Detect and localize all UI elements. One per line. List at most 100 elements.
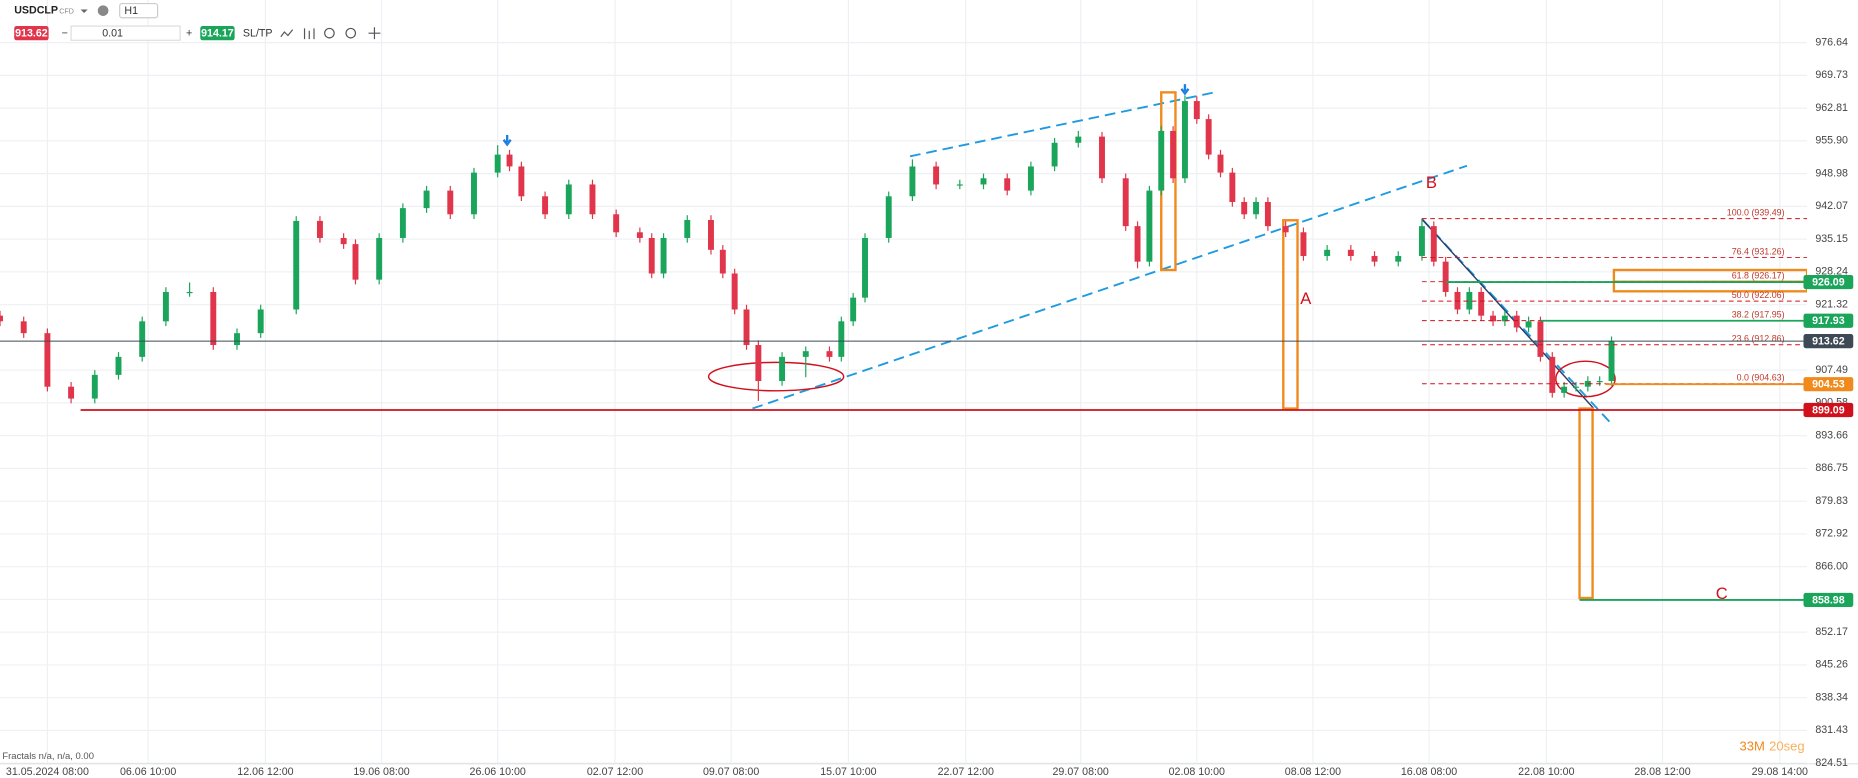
fib-label: 50.0 (922.06) <box>1732 290 1785 300</box>
candle-body <box>210 291 217 346</box>
candle-body <box>1442 261 1449 292</box>
candle-body <box>1241 201 1248 215</box>
y-tick-label: 824.51 <box>1815 757 1848 769</box>
candle-body <box>1395 255 1402 262</box>
price-badge-label: 917.93 <box>1812 315 1845 327</box>
y-tick-label: 928.24 <box>1815 266 1848 278</box>
indicator: Fractals n/a, n/a, 0.00 <box>2 751 94 762</box>
timeframe[interactable]: H1 <box>124 5 138 17</box>
y-tick-label: 893.66 <box>1815 429 1848 441</box>
candle-body <box>613 214 620 233</box>
price-badge-label: 904.53 <box>1812 379 1845 391</box>
candle-body <box>399 208 406 238</box>
candle-body <box>719 249 726 274</box>
price-badge <box>1803 274 1854 290</box>
y-tick-label: 976.64 <box>1815 36 1848 48</box>
candle-body <box>1490 315 1496 322</box>
y-tick-label: 935.15 <box>1815 233 1848 245</box>
wave-label: B <box>1426 173 1437 192</box>
x-tick-label: 22.08 10:00 <box>1518 766 1574 778</box>
y-tick-label: 948.98 <box>1815 167 1848 179</box>
axes: 976.64 969.73 962.81 955.90 948.98 942.07 935.… <box>6 36 1854 778</box>
candle-body <box>850 297 857 322</box>
kind: CFD <box>59 8 74 16</box>
candle-body <box>91 374 98 399</box>
candle-body <box>1347 249 1354 256</box>
candle-body <box>779 356 786 382</box>
candle-body <box>1051 142 1058 167</box>
bid: 913.62 <box>15 28 48 40</box>
y-tick-label: 838.34 <box>1815 692 1848 704</box>
candle-body <box>1549 356 1556 393</box>
candle-body <box>1608 341 1615 382</box>
candle-body <box>115 356 122 375</box>
fib-label: 38.2 (917.95) <box>1732 310 1785 320</box>
candle-body <box>162 291 169 322</box>
candle-body <box>139 321 146 357</box>
candle-body <box>1181 101 1188 179</box>
price-badge <box>1803 592 1854 608</box>
candle-body <box>340 237 347 245</box>
candle-body <box>1561 386 1568 393</box>
candle-body <box>1264 201 1271 227</box>
candle-body <box>636 232 643 238</box>
x-tick-label: 15.07 10:00 <box>820 766 876 778</box>
y-tick-label: 921.32 <box>1815 298 1848 310</box>
y-tick-label: 955.90 <box>1815 135 1848 147</box>
sltp[interactable]: SL/TP <box>243 28 273 40</box>
candle-body <box>838 321 845 357</box>
candle-body <box>1027 166 1034 191</box>
candle-body <box>1513 315 1520 328</box>
candle-body <box>909 166 916 197</box>
price-badge-label: 926.09 <box>1812 276 1845 288</box>
volume[interactable]: 0.01 <box>102 28 123 40</box>
candle-body <box>956 184 963 186</box>
candle-body <box>293 220 300 310</box>
fib-label: 76.4 (931.26) <box>1732 247 1785 257</box>
y-tick-label: 962.81 <box>1815 102 1848 114</box>
price-badge <box>1803 334 1854 349</box>
candle-body <box>316 220 323 238</box>
candle-body <box>1537 321 1544 357</box>
grid <box>0 0 1808 764</box>
x-tick-label: 28.08 12:00 <box>1634 766 1690 778</box>
candle-body <box>1217 154 1224 173</box>
x-tick-label: 06.06 10:00 <box>120 766 176 778</box>
x-tick-label: 31.05.2024 08:00 <box>6 766 89 778</box>
price-badge-label: 858.98 <box>1812 594 1845 606</box>
candle-body <box>826 351 833 357</box>
candle-body <box>1170 130 1177 179</box>
candle-body <box>1122 178 1129 227</box>
candle-body <box>589 184 596 215</box>
candle-body <box>1300 232 1307 256</box>
price-badge <box>1803 402 1854 418</box>
wave-label: C <box>1716 584 1728 603</box>
y-tick-label: 969.73 <box>1815 69 1848 81</box>
candle-body <box>755 345 762 382</box>
candle-body <box>802 351 809 357</box>
candle-body <box>1501 315 1508 322</box>
candle-body <box>542 196 549 215</box>
candle-body <box>1253 201 1260 215</box>
candle-body <box>1596 381 1603 383</box>
x-tick-label: 09.07 08:00 <box>703 766 759 778</box>
candle-body <box>1134 226 1141 262</box>
price-badge-label: 899.09 <box>1812 404 1845 416</box>
buy-button[interactable] <box>200 26 235 41</box>
candle-body <box>1205 119 1212 155</box>
fib-label: 100.0 (939.49) <box>1727 208 1785 218</box>
candle-body <box>0 315 3 322</box>
price-badge-label: 913.62 <box>1812 336 1845 348</box>
candle-body <box>423 190 430 209</box>
x-tick-label: 29.08 14:00 <box>1752 766 1808 778</box>
candle-body <box>518 166 525 197</box>
x-tick-label: 02.07 12:00 <box>587 766 643 778</box>
candle-body <box>1584 381 1591 387</box>
candle-body <box>1229 172 1236 202</box>
candle-body <box>731 273 738 310</box>
candle-body <box>68 386 75 399</box>
x-tick-label: 19.06 08:00 <box>353 766 409 778</box>
symbol: USDCLP <box>14 4 58 16</box>
sell-button[interactable] <box>14 26 49 41</box>
price-badge <box>1803 313 1854 328</box>
